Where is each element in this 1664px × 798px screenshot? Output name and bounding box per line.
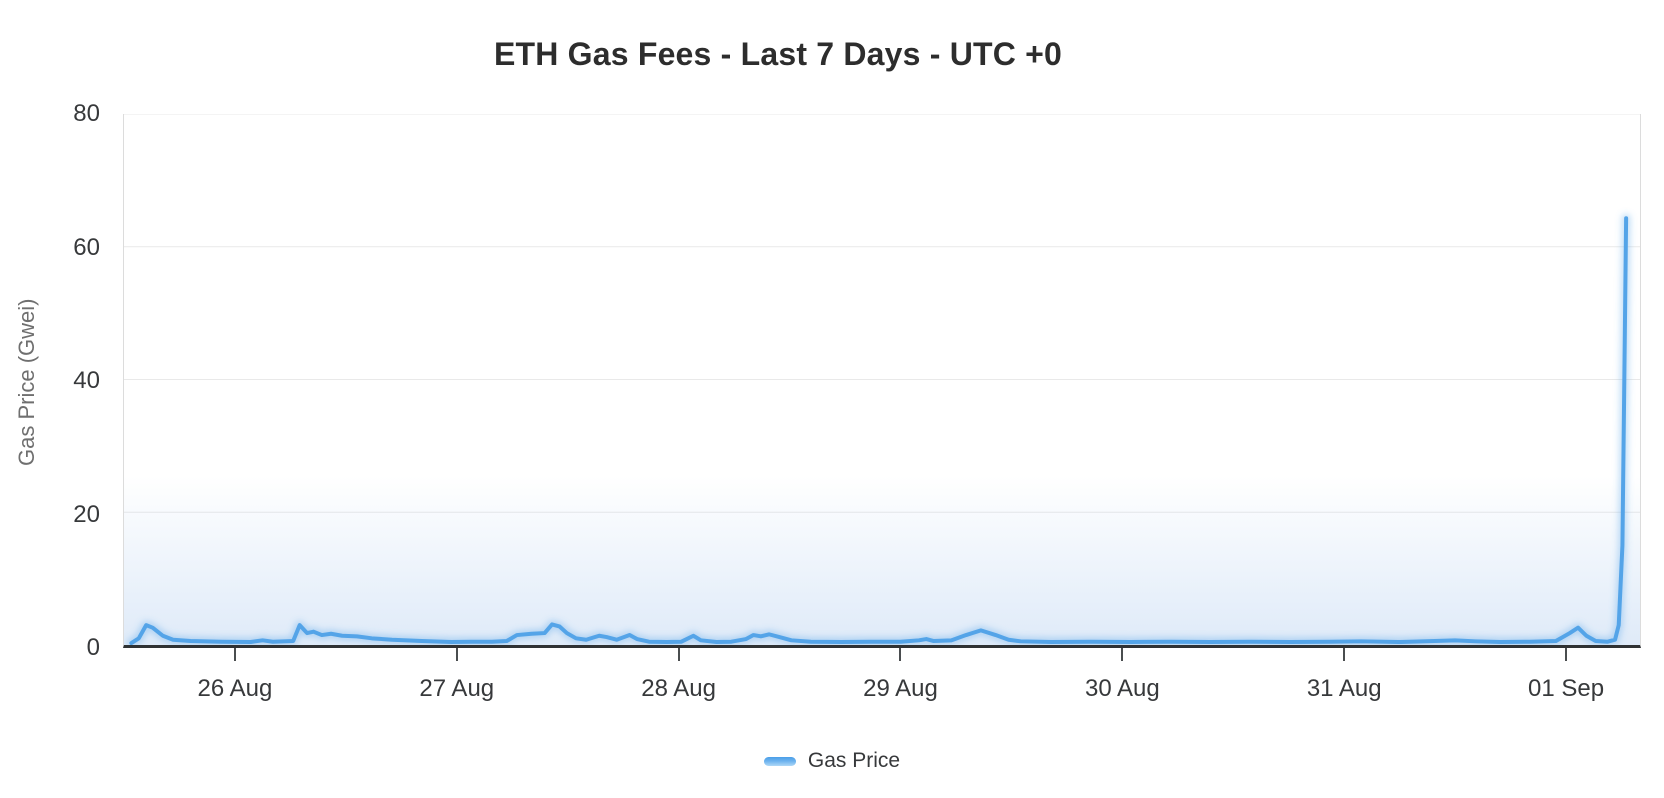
x-axis-tick-labels: 26 Aug 27 Aug 28 Aug 29 Aug 30 Aug 31 Aug 01 S… [124, 675, 1640, 711]
x-tick-mark-6 [1565, 648, 1568, 661]
legend-line-marker-icon [763, 756, 796, 766]
x-axis-tick-marks [124, 648, 1640, 664]
x-tick-mark-4 [1121, 648, 1124, 661]
x-tick-label-4: 30 Aug [1084, 675, 1160, 702]
gridlines [124, 114, 1640, 513]
x-tick-label-0: 26 Aug [197, 675, 273, 702]
x-tick-label-3: 29 Aug [863, 675, 938, 702]
y-tick-label-0: 0 [86, 634, 100, 661]
x-tick-mark-1 [455, 648, 458, 661]
x-tick-label-1: 27 Aug [419, 675, 495, 702]
bottom-haze [124, 475, 1640, 645]
y-axis-tick-labels: 0 20 40 60 80 [0, 100, 100, 661]
legend-item-gas-price[interactable]: Gas Price [0, 740, 1664, 782]
x-tick-mark-2 [677, 648, 680, 661]
y-tick-label-20: 20 [73, 501, 100, 528]
gas-price-line [129, 216, 1629, 645]
x-tick-label-6: 01 Sep [1528, 675, 1605, 702]
x-tick-mark-5 [1343, 648, 1346, 661]
plot-area[interactable]: 26 Aug 27 Aug 28 Aug 29 Aug 30 Aug 31 Aug 01 S… [123, 114, 1641, 702]
x-tick-label-2: 28 Aug [641, 675, 716, 702]
x-tick-mark-3 [899, 648, 902, 661]
chart-title: ETH Gas Fees - Last 7 Days - UTC +0 [493, 36, 1063, 72]
y-tick-label-40: 40 [73, 367, 100, 394]
y-tick-label-80: 80 [73, 100, 100, 127]
x-tick-label-5: 31 Aug [1306, 675, 1382, 702]
x-tick-mark-0 [233, 648, 236, 661]
legend-label: Gas Price [807, 749, 901, 772]
gas-price-line-svg [124, 114, 1640, 645]
y-tick-label-60: 60 [73, 234, 100, 261]
